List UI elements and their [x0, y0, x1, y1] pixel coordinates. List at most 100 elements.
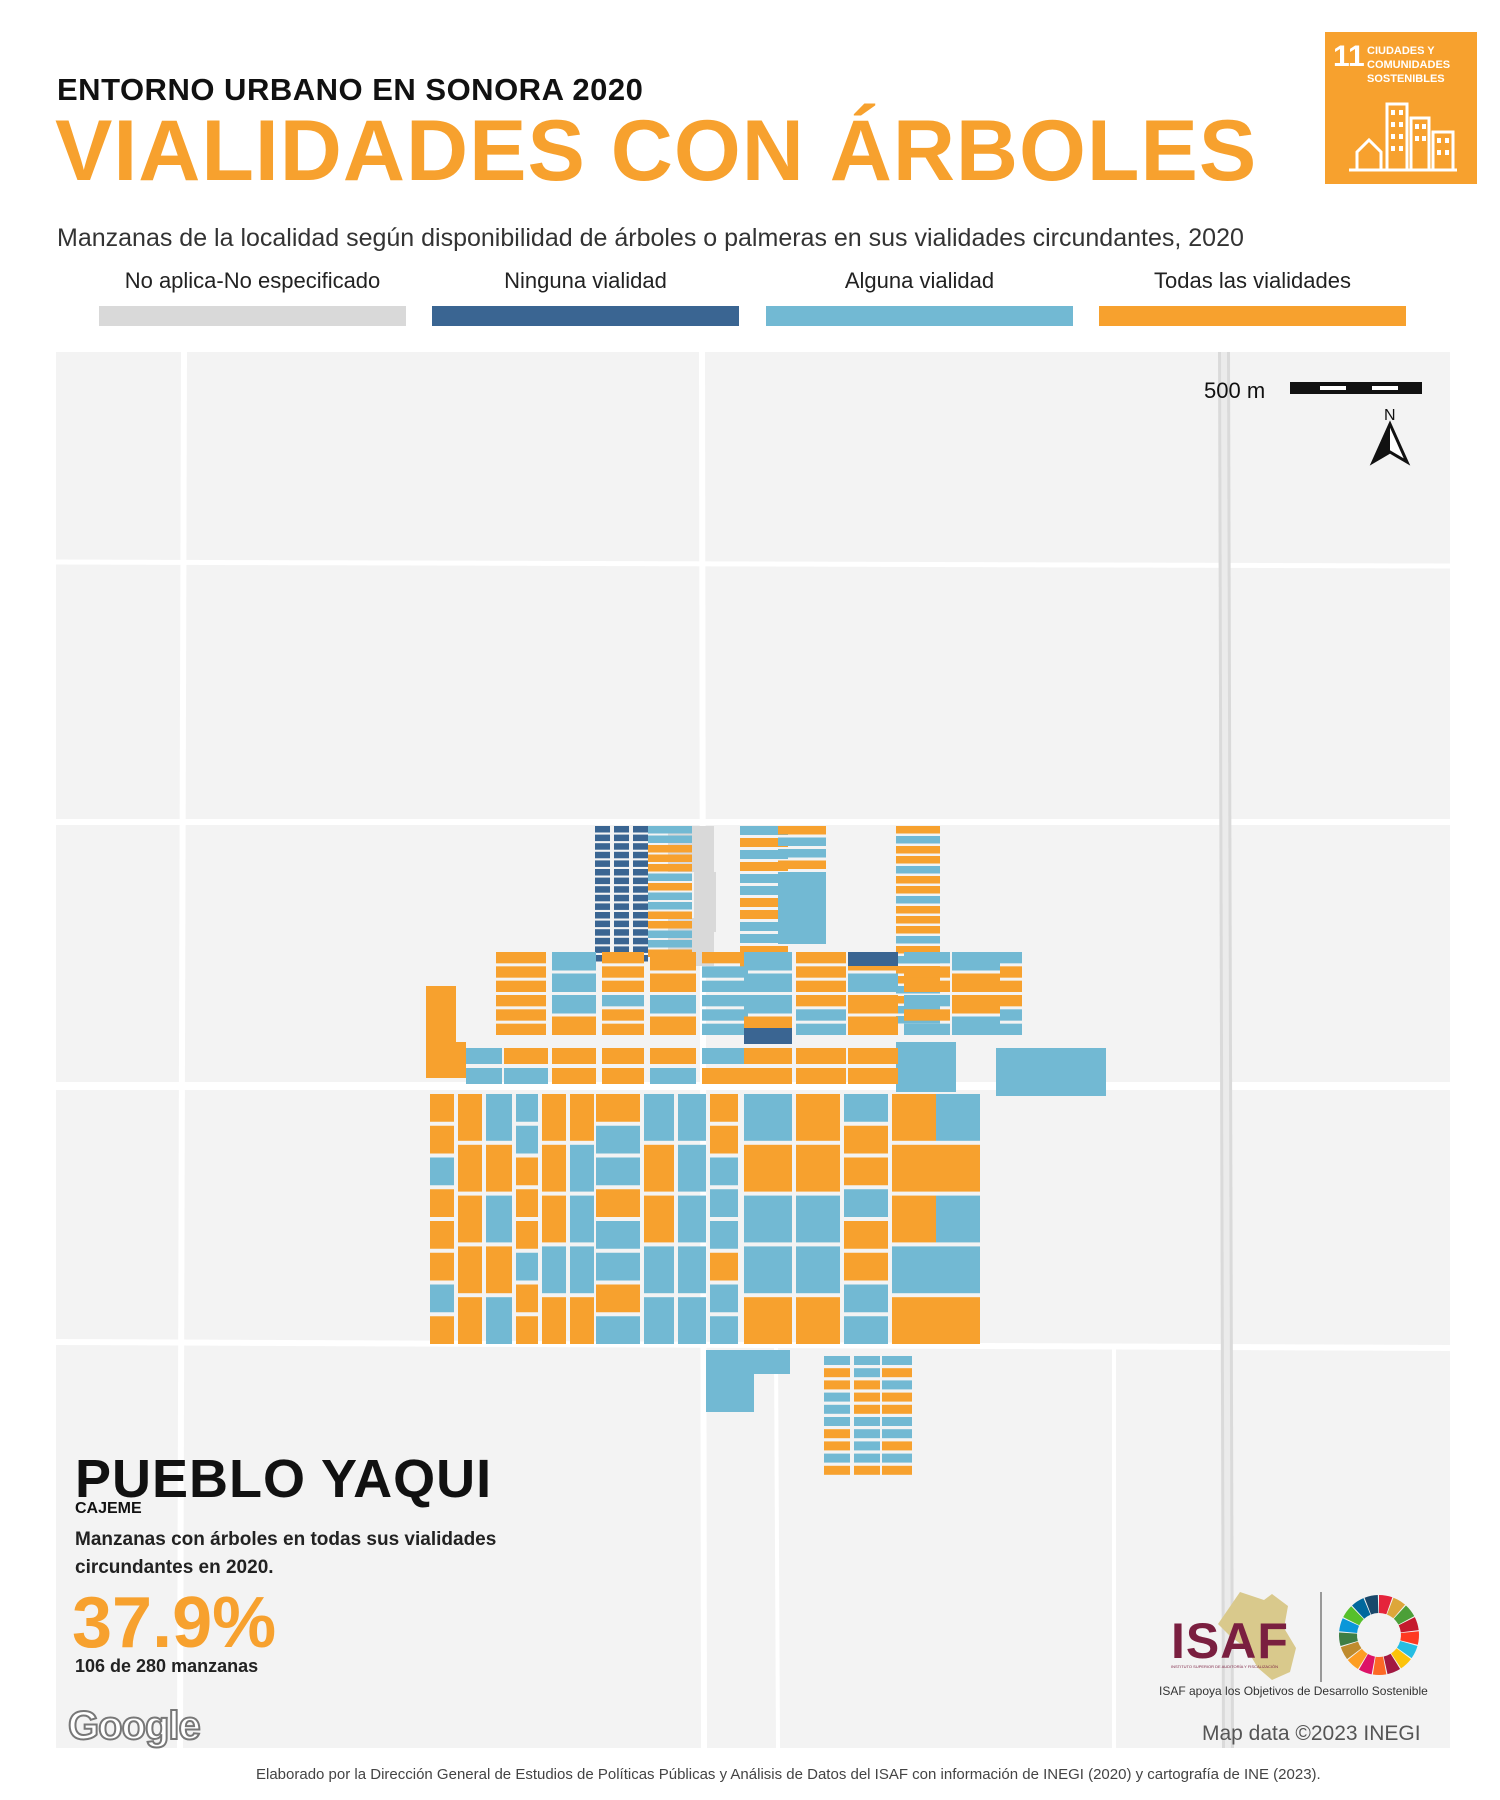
- city-block: [882, 1429, 912, 1439]
- city-block: [904, 966, 950, 978]
- city-block: [936, 1094, 980, 1141]
- city-block: [882, 1465, 912, 1475]
- city-block: [1000, 980, 1022, 992]
- city-block: [633, 886, 648, 893]
- city-block: [824, 1380, 850, 1390]
- city-block: [1000, 1009, 1022, 1021]
- city-block: [595, 869, 610, 876]
- city-block: [650, 1016, 696, 1035]
- city-block: [740, 934, 788, 943]
- city-block: [614, 937, 629, 945]
- legend-label: Ninguna vialidad: [504, 268, 667, 293]
- city-block: [740, 898, 788, 907]
- legend-item-ninguna: Ninguna vialidad: [432, 268, 739, 326]
- city-block: [595, 946, 610, 953]
- city-block: [952, 952, 1000, 971]
- city-block: [648, 911, 692, 919]
- city-block: [882, 1453, 912, 1463]
- city-block: [896, 916, 940, 924]
- city-block: [824, 1392, 850, 1402]
- city-block: [596, 1316, 640, 1344]
- city-block: [595, 826, 610, 833]
- city-block: [650, 1048, 696, 1064]
- isaf-logo: ISAF: [1171, 1613, 1289, 1669]
- city-block: [633, 860, 648, 867]
- city-block: [702, 1009, 748, 1021]
- city-block: [740, 886, 788, 895]
- city-block: [570, 1094, 594, 1141]
- city-block: [678, 1297, 706, 1344]
- city-block: [426, 1042, 466, 1078]
- city-block: [595, 929, 610, 936]
- city-block: [516, 1157, 538, 1186]
- stat-percentage: 37.9%: [72, 1583, 277, 1663]
- main-title: VIALIDADES CON ÁRBOLES: [55, 103, 1258, 199]
- city-block: [896, 906, 940, 914]
- city-block: [633, 937, 648, 945]
- city-block: [844, 1221, 888, 1249]
- city-block: [516, 1252, 538, 1281]
- city-block: [602, 1048, 644, 1064]
- city-block: [824, 1429, 850, 1439]
- city-block: [744, 1195, 792, 1243]
- city-block: [844, 1157, 888, 1186]
- city-block: [516, 1284, 538, 1313]
- city-block: [892, 1144, 936, 1192]
- city-block: [466, 1048, 502, 1064]
- sdg-wheel-icon: [1339, 1595, 1419, 1675]
- city-block: [430, 1094, 454, 1122]
- city-block: [744, 1048, 792, 1064]
- city-block: [595, 886, 610, 893]
- sonora-shape-icon: [1218, 1592, 1296, 1680]
- google-logo: Google: [67, 1703, 202, 1749]
- city-block: [896, 926, 940, 934]
- city-block: [1000, 1023, 1022, 1035]
- city-block: [458, 1144, 482, 1192]
- city-block: [602, 995, 644, 1007]
- city-block: [796, 995, 846, 1007]
- city-block: [896, 936, 940, 944]
- city-block: [848, 1048, 898, 1064]
- city-block: [648, 940, 692, 948]
- city-block: [702, 966, 748, 978]
- city-block: [702, 1048, 748, 1064]
- city-block: [633, 843, 648, 850]
- city-block: [633, 929, 648, 936]
- city-block: [516, 1125, 538, 1154]
- city-block: [936, 1246, 980, 1294]
- city-block: [744, 1144, 792, 1192]
- city-block: [740, 838, 788, 847]
- city-block: [614, 946, 629, 953]
- city-block: [710, 1221, 738, 1249]
- city-block: [614, 851, 629, 859]
- city-block: [648, 864, 692, 872]
- city-block: [740, 850, 788, 859]
- city-block: [602, 966, 644, 978]
- city-block: [595, 851, 610, 859]
- map-svg: N: [56, 352, 1450, 1748]
- city-block: [824, 1404, 850, 1414]
- map-canvas[interactable]: N: [56, 352, 1450, 1748]
- city-block: [896, 836, 940, 844]
- city-block: [430, 1125, 454, 1154]
- city-block: [430, 1157, 454, 1186]
- city-block: [892, 1297, 936, 1344]
- city-block: [596, 1157, 640, 1186]
- city-block: [848, 995, 898, 1014]
- city-block: [570, 1195, 594, 1243]
- city-block: [892, 1195, 936, 1243]
- city-block: [710, 1094, 738, 1122]
- legend-label: Alguna vialidad: [844, 268, 995, 293]
- city-block: [848, 973, 898, 992]
- city-block: [678, 1094, 706, 1141]
- city-block: [650, 1068, 696, 1084]
- legend-swatch: [1099, 306, 1406, 326]
- city-block: [504, 1068, 548, 1084]
- city-block: [596, 1125, 640, 1154]
- city-block: [430, 1284, 454, 1313]
- city-block: [552, 1016, 596, 1035]
- city-block: [595, 894, 610, 902]
- city-block: [430, 1316, 454, 1344]
- city-block: [896, 976, 940, 984]
- city-block: [552, 952, 596, 971]
